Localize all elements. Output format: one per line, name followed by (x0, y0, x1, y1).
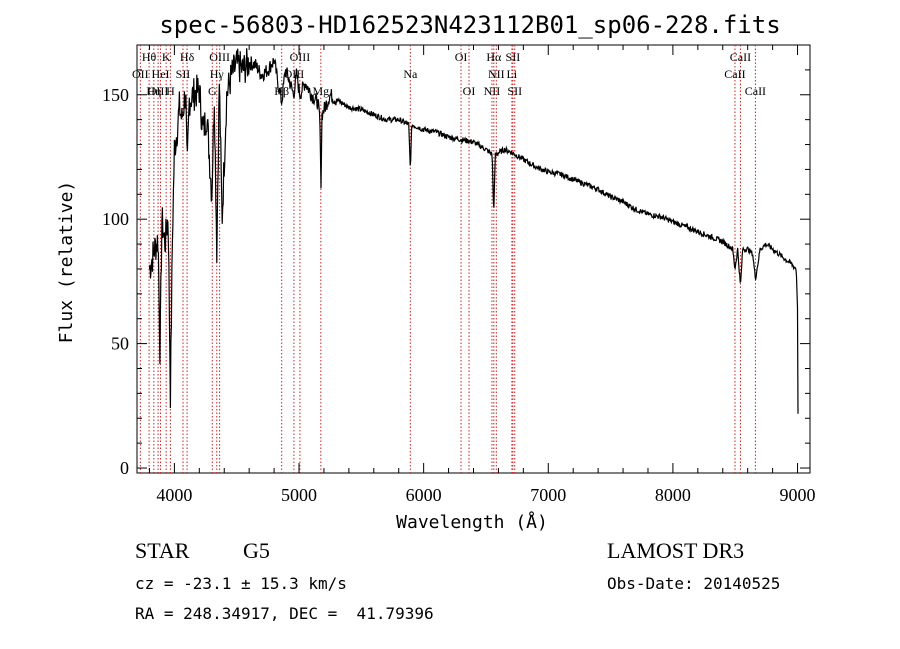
line-marker-label: OIII (290, 50, 311, 64)
line-marker-label: H (166, 84, 175, 98)
line-marker-label: CaII (730, 50, 751, 64)
line-marker-label: Li (507, 67, 518, 81)
line-marker-label: Na (403, 67, 418, 81)
line-marker-label: K (162, 50, 171, 64)
y-axis-title: Flux (relative) (56, 181, 77, 344)
x-axis-title: Wavelength (Å) (396, 511, 548, 533)
line-marker-label: Hθ (142, 50, 157, 64)
y-tick-label: 0 (120, 458, 129, 478)
line-marker-label: OI (463, 84, 476, 98)
line-marker-label: Hη (146, 84, 161, 98)
line-marker-label: SII (506, 50, 521, 64)
x-tick-label: 7000 (530, 485, 566, 505)
line-marker-label: Hβ (274, 84, 289, 98)
line-marker-label: Hδ (180, 50, 195, 64)
obs-date: Obs-Date: 20140525 (607, 574, 781, 593)
line-marker-label: Hγ (210, 67, 225, 81)
line-marker-label: OIII (148, 84, 169, 98)
velocity-readout: cz = -23.1 ± 15.3 km/s (135, 574, 347, 593)
line-markers (139, 45, 756, 473)
survey-name: LAMOST DR3 (607, 538, 745, 563)
y-tick-label: 150 (102, 85, 129, 105)
line-marker-label: OII (132, 67, 149, 81)
line-marker-label: OIII (209, 50, 230, 64)
coordinates: RA = 248.34917, DEC = 41.79396 (135, 604, 434, 623)
line-marker-label: SII (507, 84, 522, 98)
line-marker-label: OI (455, 50, 468, 64)
x-tick-label: 9000 (780, 485, 816, 505)
line-marker-label: SII (176, 67, 191, 81)
line-marker-label: NII (488, 67, 505, 81)
spectrum-line (150, 48, 799, 443)
line-marker-label: Mg (312, 84, 329, 98)
line-marker-label: HeI (152, 67, 170, 81)
x-tick-label: 8000 (655, 485, 691, 505)
y-tick-label: 100 (102, 209, 129, 229)
x-tick-label: 5000 (281, 485, 317, 505)
y-tick-label: 50 (111, 334, 129, 354)
line-marker-label: CaII (724, 67, 745, 81)
x-tick-label: 6000 (406, 485, 442, 505)
line-marker-label: OIII (284, 67, 305, 81)
plot-frame (136, 44, 811, 474)
object-type: STAR (135, 538, 190, 563)
axis-ticks: 4000 5000 6000 7000 8000 9000 0 50 100 150 (102, 45, 816, 505)
x-tick-label: 4000 (156, 485, 192, 505)
line-marker-label: Hα (486, 50, 502, 64)
subclass: G5 (243, 538, 270, 563)
line-marker-label: NII (484, 84, 501, 98)
chart-title: spec-56803-HD162523N423112B01_sp06-228.f… (159, 11, 780, 39)
line-marker-label: CaII (745, 84, 766, 98)
line-marker-label: G (208, 84, 217, 98)
